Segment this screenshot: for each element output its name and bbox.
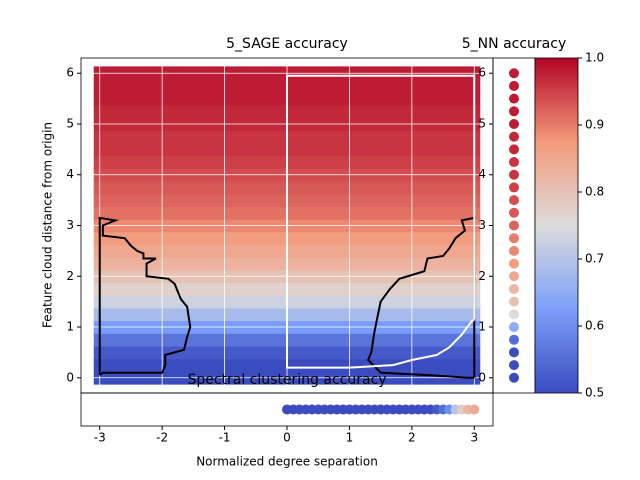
x-axis-label: Normalized degree separation [196, 455, 378, 469]
y-tick-label: 2 [478, 269, 486, 283]
colorbar-tick-label: 0.6 [585, 319, 604, 333]
point [509, 182, 519, 193]
y-tick-label: 6 [478, 66, 486, 80]
nn-title: 5_NN accuracy [462, 36, 566, 52]
colorbar-tick-label: 1.0 [585, 51, 604, 65]
y-tick-label: 2 [66, 269, 74, 283]
main-title: 5_SAGE accuracy [226, 36, 348, 52]
point [509, 157, 519, 168]
point [509, 68, 519, 79]
x-tick-label: 3 [470, 431, 478, 445]
point [509, 118, 519, 129]
point [509, 258, 519, 269]
point [509, 360, 519, 371]
point [509, 195, 519, 206]
contour [286, 74, 476, 369]
point [469, 404, 480, 415]
spectral-title: Spectral clustering accuracy [187, 372, 386, 388]
point [509, 296, 519, 307]
point [509, 169, 519, 180]
point [509, 334, 519, 345]
point [509, 131, 519, 142]
point [509, 271, 519, 282]
point [509, 144, 519, 155]
heatmap [81, 58, 493, 393]
colorbar-tick-label: 0.7 [585, 252, 604, 266]
x-tick-label: 0 [283, 431, 291, 445]
y-tick-label: 1 [66, 320, 74, 334]
colorbar-tick-label: 0.5 [585, 386, 604, 400]
colorbar-tick-label: 0.8 [585, 185, 604, 199]
contour [98, 216, 192, 377]
y-tick-label: 4 [66, 167, 74, 181]
point [509, 93, 519, 104]
y-tick-label: 3 [66, 218, 74, 232]
x-tick-label: 2 [408, 431, 416, 445]
x-tick-label: -2 [156, 431, 168, 445]
point [509, 80, 519, 91]
point [509, 233, 519, 244]
contour [366, 216, 476, 379]
colorbar [534, 57, 579, 394]
x-tick-label: 1 [346, 431, 354, 445]
y-tick-label: 6 [66, 66, 74, 80]
point [509, 347, 519, 358]
axes-frame [80, 392, 494, 427]
y-tick-label: 1 [478, 320, 486, 334]
point [509, 220, 519, 231]
point [509, 322, 519, 333]
y-tick-label: 5 [66, 116, 74, 130]
point [509, 372, 519, 383]
point [509, 309, 519, 320]
point [509, 106, 519, 117]
colorbar-tick-label: 0.9 [585, 118, 604, 132]
y-tick-label: 5 [478, 116, 486, 130]
x-tick-label: -3 [94, 431, 106, 445]
point [509, 283, 519, 294]
x-tick-label: -1 [219, 431, 231, 445]
y-axis-label: Feature cloud distance from origin [41, 122, 55, 328]
y-tick-label: 4 [478, 167, 486, 181]
y-tick-label: 3 [478, 218, 486, 232]
y-tick-label: 0 [66, 370, 74, 384]
point [509, 207, 519, 218]
y-tick-label: 0 [478, 370, 486, 384]
point [509, 245, 519, 256]
